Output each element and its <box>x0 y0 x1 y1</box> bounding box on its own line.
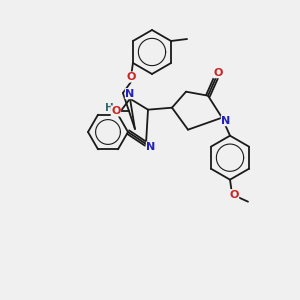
Text: O: O <box>111 106 121 116</box>
Text: O: O <box>126 72 136 82</box>
Text: N: N <box>221 116 231 126</box>
Text: O: O <box>229 190 239 200</box>
Text: N: N <box>125 89 135 99</box>
Text: O: O <box>213 68 223 78</box>
Text: H: H <box>105 103 113 113</box>
Text: N: N <box>146 142 156 152</box>
